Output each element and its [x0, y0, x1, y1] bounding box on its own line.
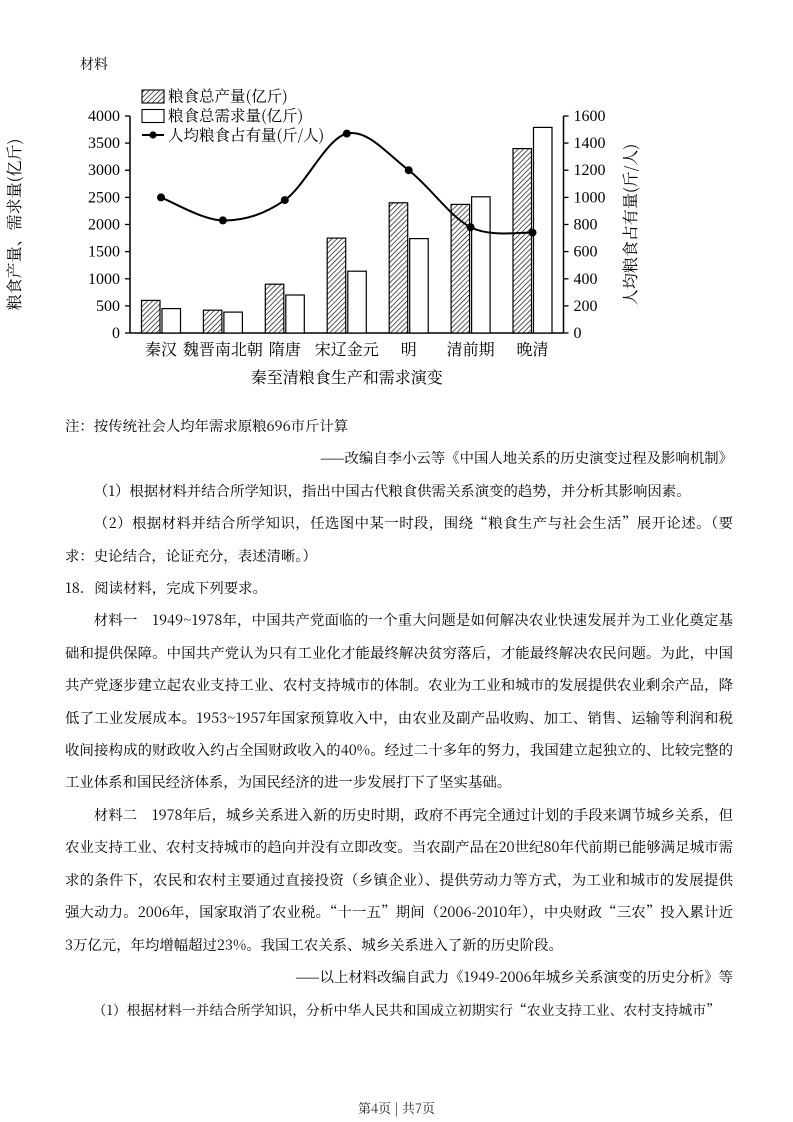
svg-text:隋唐: 隋唐 — [269, 337, 301, 360]
svg-text:秦至清粮食生产和需求演变: 秦至清粮食生产和需求演变 — [251, 365, 443, 388]
svg-text:清前期: 清前期 — [447, 337, 495, 360]
svg-text:1400: 1400 — [574, 135, 606, 152]
svg-text:3500: 3500 — [88, 135, 120, 152]
svg-text:1200: 1200 — [574, 162, 606, 179]
svg-text:魏晋南北朝: 魏晋南北朝 — [183, 337, 263, 360]
svg-text:200: 200 — [574, 298, 598, 315]
svg-text:4000: 4000 — [88, 108, 120, 125]
svg-text:0: 0 — [112, 325, 120, 342]
svg-text:600: 600 — [574, 244, 598, 261]
svg-text:1600: 1600 — [574, 108, 606, 125]
svg-text:晚清: 晚清 — [516, 337, 548, 360]
svg-text:2000: 2000 — [88, 217, 120, 234]
svg-text:0: 0 — [574, 325, 582, 342]
svg-text:1500: 1500 — [88, 244, 120, 261]
svg-text:人均粮食占有量(斤/人): 人均粮食占有量(斤/人) — [618, 144, 641, 305]
svg-text:1000: 1000 — [88, 271, 120, 288]
svg-text:明: 明 — [401, 337, 417, 360]
svg-text:1000: 1000 — [574, 189, 606, 206]
svg-text:500: 500 — [96, 298, 120, 315]
svg-text:2500: 2500 — [88, 189, 120, 206]
svg-text:宋辽金元: 宋辽金元 — [315, 337, 379, 360]
svg-text:3000: 3000 — [88, 162, 120, 179]
svg-text:粮食产量、需求量(亿斤): 粮食产量、需求量(亿斤) — [2, 139, 25, 311]
svg-text:400: 400 — [574, 271, 598, 288]
svg-text:材料: 材料 — [80, 54, 108, 74]
svg-text:800: 800 — [574, 217, 598, 234]
svg-text:秦汉: 秦汉 — [145, 337, 177, 360]
svg-text:人均粮食占有量(斤/人): 人均粮食占有量(斤/人) — [168, 124, 324, 146]
